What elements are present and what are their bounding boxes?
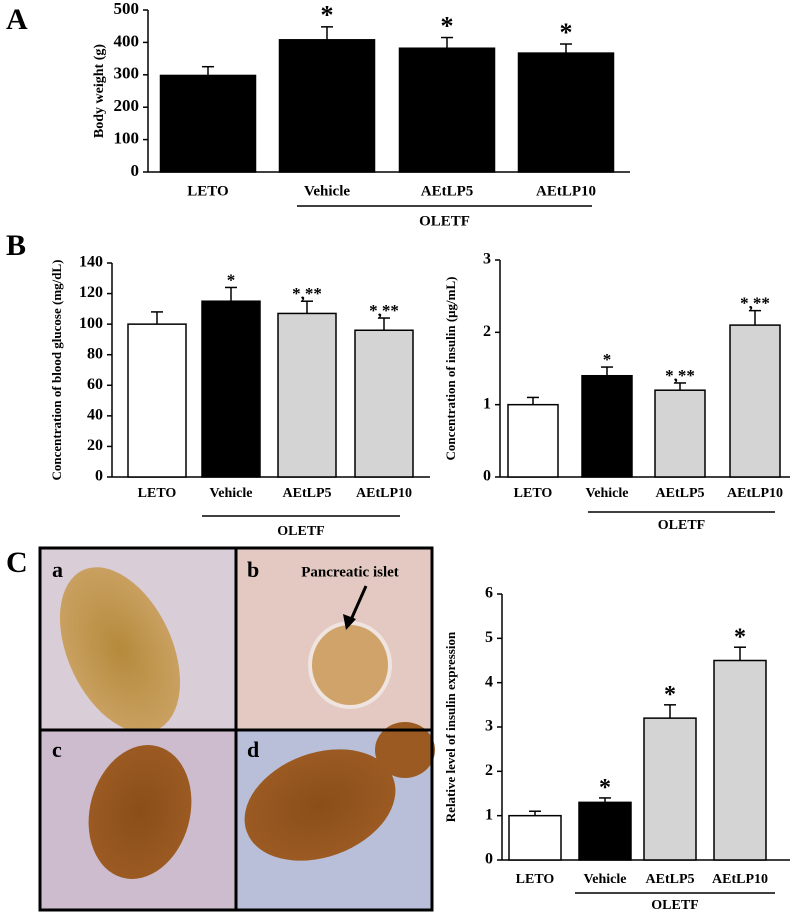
y-tick-label: 0 xyxy=(95,468,103,485)
bar xyxy=(201,300,261,478)
islet xyxy=(88,745,192,879)
y-tick-label: 60 xyxy=(87,376,103,393)
x-tick-label: LETO xyxy=(138,486,177,501)
y-tick-label: 20 xyxy=(87,437,103,454)
y-tick-label: 140 xyxy=(79,254,103,271)
annotation: Pancreatic islet xyxy=(301,564,399,580)
y-tick-label: 0 xyxy=(483,468,491,485)
x-tick-label: AEtLP10 xyxy=(356,486,412,501)
x-tick-label: Vehicle xyxy=(583,872,626,887)
y-tick-label: 3 xyxy=(483,251,491,268)
significance: *,** xyxy=(740,294,770,313)
x-tick-label: AEtLP10 xyxy=(727,486,783,501)
y-tick-label: 100 xyxy=(114,129,140,148)
arrow xyxy=(348,585,368,623)
bar xyxy=(278,39,376,173)
y-tick-label: 400 xyxy=(114,31,140,50)
islet xyxy=(244,749,396,861)
y-tick-label: 300 xyxy=(114,64,140,83)
y-tick-label: 200 xyxy=(114,96,140,115)
y-axis-label: Body weight (g) xyxy=(92,44,107,138)
y-tick-label: 40 xyxy=(87,407,103,424)
image-label: c xyxy=(52,737,62,762)
x-tick-label: AEtLP5 xyxy=(646,872,695,887)
significance: *,** xyxy=(665,366,695,385)
significance: * xyxy=(321,1,334,30)
bar xyxy=(517,52,615,173)
significance: * xyxy=(664,682,676,708)
y-tick-label: 500 xyxy=(114,0,140,18)
y-axis-label: Concentration of insulin (μg/mL) xyxy=(443,277,458,461)
y-tick-label: 2 xyxy=(485,762,493,779)
significance: * xyxy=(441,11,454,40)
y-axis-label: Relative level of insulin expression xyxy=(443,631,458,822)
y-tick-label: 0 xyxy=(485,851,493,868)
group-label: OLETF xyxy=(658,518,705,533)
x-tick-label: Vehicle xyxy=(585,486,628,501)
bar xyxy=(127,323,187,478)
significance: * xyxy=(599,775,611,801)
significance: * xyxy=(227,270,236,289)
significance: * xyxy=(603,350,612,369)
y-tick-label: 1 xyxy=(483,395,491,412)
image-label: b xyxy=(247,557,259,582)
panel-label: B xyxy=(6,229,26,262)
image-label: d xyxy=(247,737,259,762)
bar xyxy=(581,374,633,478)
y-tick-label: 0 xyxy=(131,161,140,180)
y-tick-label: 100 xyxy=(79,315,103,332)
x-tick-label: AEtLP5 xyxy=(283,486,332,501)
group-label: OLETF xyxy=(419,213,470,229)
y-tick-label: 80 xyxy=(87,345,103,362)
bar xyxy=(508,814,562,861)
arrow-head xyxy=(343,614,356,630)
bar xyxy=(277,312,337,478)
islet xyxy=(375,722,435,778)
group-label: OLETF xyxy=(651,898,698,913)
group-label: OLETF xyxy=(277,524,324,539)
x-tick-label: AEtLP5 xyxy=(421,183,474,199)
y-tick-label: 5 xyxy=(485,629,493,646)
bar xyxy=(729,324,781,478)
significance: *,** xyxy=(292,284,322,303)
x-tick-label: LETO xyxy=(187,183,228,199)
bar xyxy=(354,329,414,478)
y-tick-label: 3 xyxy=(485,718,493,735)
bar xyxy=(643,717,697,861)
y-tick-label: 6 xyxy=(485,585,493,602)
islet xyxy=(59,567,181,733)
x-tick-label: LETO xyxy=(514,486,553,501)
panel-label: A xyxy=(6,3,28,36)
x-tick-label: AEtLP5 xyxy=(656,486,705,501)
image-label: a xyxy=(52,557,63,582)
bar xyxy=(159,74,257,173)
y-tick-label: 120 xyxy=(79,284,103,301)
bar xyxy=(398,47,496,173)
x-tick-label: AEtLP10 xyxy=(536,183,596,199)
y-tick-label: 1 xyxy=(485,806,493,823)
x-tick-label: AEtLP10 xyxy=(712,872,768,887)
bar xyxy=(507,403,559,478)
x-tick-label: LETO xyxy=(516,872,555,887)
islet xyxy=(308,621,392,709)
bar xyxy=(654,389,706,478)
significance: *,** xyxy=(369,301,399,320)
significance: * xyxy=(734,624,746,650)
micrographs: a b c d Pancreatic islet xyxy=(38,546,435,912)
x-tick-label: Vehicle xyxy=(304,183,350,199)
significance: * xyxy=(560,18,573,47)
y-tick-label: 2 xyxy=(483,323,491,340)
y-tick-label: 4 xyxy=(485,673,493,690)
panel-label: C xyxy=(6,546,28,579)
bar xyxy=(578,801,632,861)
x-tick-label: Vehicle xyxy=(209,486,252,501)
y-axis-label: Concentration of blood glucose (mg/dL) xyxy=(49,260,64,481)
bar xyxy=(713,659,767,861)
